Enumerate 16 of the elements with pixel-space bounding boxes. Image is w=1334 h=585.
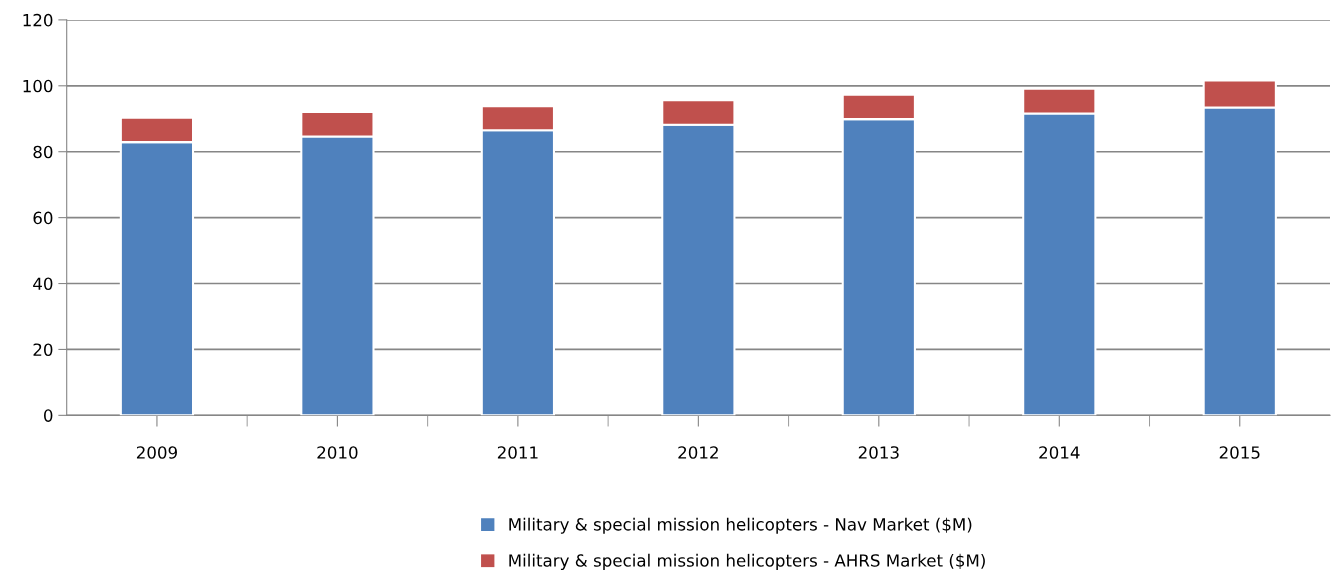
x-tick-label: 2015 [1219, 446, 1260, 459]
legend-label: Military & special mission helicopters - AHRS Market ($M) [509, 553, 985, 570]
y-tick-label: 60 [33, 211, 53, 225]
x-tick-label: 2011 [497, 446, 538, 459]
x-tick-label: 2014 [1039, 446, 1080, 459]
x-tick-label: 2010 [317, 446, 358, 459]
x-tick-label: 2012 [678, 446, 718, 459]
x-tick-label: 2013 [858, 446, 899, 459]
y-tick-label: 80 [33, 145, 53, 159]
y-tick-label: 40 [33, 277, 53, 291]
y-tick-label: 120 [23, 13, 53, 27]
y-tick-label: 100 [23, 79, 53, 93]
y-tick-label: 0 [44, 409, 53, 422]
legend-label: Military & special mission helicopters - Nav Market ($M) [509, 517, 972, 534]
x-tick-label: 2009 [136, 446, 177, 459]
y-tick-label: 20 [33, 343, 53, 357]
